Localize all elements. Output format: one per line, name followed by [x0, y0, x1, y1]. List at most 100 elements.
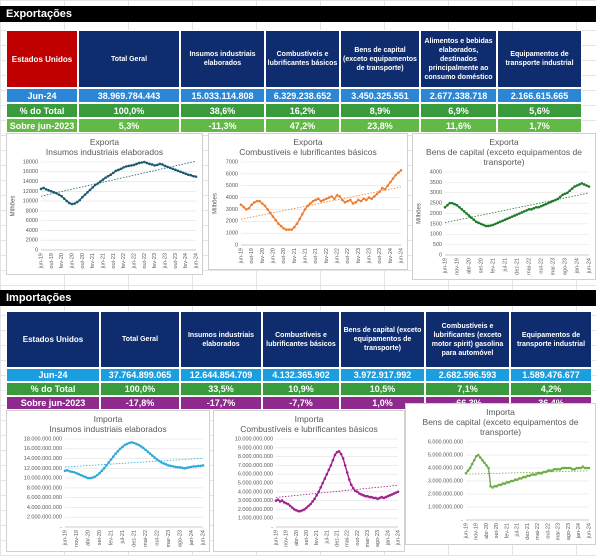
table-cell: 10,9% [262, 382, 340, 396]
data-point [169, 464, 173, 468]
data-point [127, 164, 131, 168]
table-header: Combustíveis e lubrificantes (exceto mot… [425, 311, 510, 368]
data-point [313, 497, 316, 501]
y-tick-label: 2.000.000.000 [27, 515, 62, 521]
x-tick-label: jun-23 [366, 248, 372, 264]
data-point [343, 464, 347, 467]
data-point [513, 478, 517, 481]
data-point [185, 466, 189, 470]
data-point [319, 199, 323, 203]
data-point [561, 466, 564, 470]
data-point [466, 469, 470, 472]
data-point [150, 163, 154, 166]
data-point [122, 166, 125, 169]
data-point [349, 198, 352, 202]
data-point [507, 481, 511, 484]
data-point [544, 202, 548, 206]
data-point [546, 469, 550, 472]
chart-subtitle: Bens de capital (exceto equipamentos de … [426, 147, 582, 167]
data-point [278, 500, 282, 503]
data-point [181, 466, 184, 470]
data-point [450, 201, 454, 205]
data-point [380, 495, 384, 499]
data-point [39, 187, 43, 191]
x-tick-label: mai-22 [345, 530, 351, 547]
y-tick-label: 4000 [26, 228, 38, 234]
data-point [357, 198, 360, 202]
data-point [489, 224, 492, 227]
table-cell: -7,7% [262, 396, 340, 410]
data-point [317, 490, 320, 494]
data-point [391, 177, 395, 180]
data-point [73, 202, 76, 205]
y-tick-label: 12.000.000.000 [24, 466, 62, 472]
y-tick-label: 500 [433, 242, 442, 248]
x-tick-label: jun-22 [334, 248, 340, 264]
x-tick-label: jan-24 [189, 530, 195, 546]
data-point [199, 464, 202, 468]
data-point [190, 465, 193, 469]
data-point [114, 169, 118, 173]
chart-heading: Importa Combustíveis e lubrificantes bási… [214, 411, 404, 434]
table-cell: 8,9% [340, 103, 420, 118]
data-point [317, 197, 320, 201]
y-tick-label: 6000 [226, 171, 238, 177]
data-point [365, 198, 368, 202]
data-point [472, 218, 476, 222]
chart-panel: Importa Insumos industriais elaborados - 2.… [6, 410, 210, 552]
data-point [479, 456, 482, 459]
table-cell: 7,1% [425, 382, 510, 396]
y-tick-label: 16.000.000.000 [24, 446, 62, 452]
data-point [144, 448, 147, 452]
data-point [139, 445, 143, 448]
data-point [155, 163, 159, 167]
x-tick-label: jun-19 [62, 530, 68, 546]
data-point [183, 467, 186, 470]
table-cell: 100,0% [100, 382, 180, 396]
y-tick-label: 4000 [430, 169, 442, 175]
x-tick-label: jul-21 [324, 530, 330, 544]
x-tick-label: out-22 [345, 248, 351, 264]
data-point [522, 210, 526, 213]
table-header: Alimentos e bebidas elaborados, destinad… [420, 30, 497, 88]
x-tick-label: jun-19 [463, 523, 469, 539]
table-cell: 11,6% [420, 118, 497, 133]
data-point [63, 469, 67, 473]
data-point [551, 199, 555, 203]
x-tick-label: jul-21 [515, 523, 521, 537]
data-point [548, 469, 552, 472]
table-cell: 5,6% [497, 103, 582, 118]
chart-subtitle: Combustíveis e lubrificantes básicos [239, 147, 377, 157]
data-point [367, 196, 371, 199]
data-point [577, 466, 581, 470]
data-point [81, 195, 84, 199]
data-point [561, 193, 564, 197]
x-tick-label: jun-24 [586, 258, 592, 274]
y-tick-label: 10.000.000.000 [235, 436, 273, 442]
chart-title: Importa [294, 414, 324, 424]
table-header: Estados Unidos [6, 30, 78, 88]
x-tick-label: out-20 [281, 248, 287, 264]
data-point [384, 495, 388, 499]
y-tick-label: 1.000.000.000 [238, 516, 273, 522]
data-point [484, 224, 488, 228]
data-point [293, 225, 296, 229]
x-tick-label: out-22 [545, 523, 551, 539]
x-tick-label: fev-23 [152, 253, 158, 268]
chart-subtitle: Insumos industriais elaborados [45, 147, 164, 157]
data-point [337, 450, 341, 453]
data-point [373, 195, 376, 198]
y-tick-label: - [271, 524, 273, 530]
chart: 0 500 1000 1500 2000 2500 3000 3500 4000 Milhões j… [417, 169, 593, 275]
data-point [394, 173, 397, 177]
data-point [174, 168, 177, 172]
data-point [370, 495, 373, 499]
data-point [295, 508, 298, 512]
data-point [513, 214, 516, 217]
data-point [482, 223, 485, 227]
data-line [275, 450, 399, 512]
data-point [396, 490, 400, 494]
data-point [280, 499, 284, 502]
data-point [121, 445, 124, 449]
y-tick-label: 6.000.000.000 [27, 495, 62, 501]
